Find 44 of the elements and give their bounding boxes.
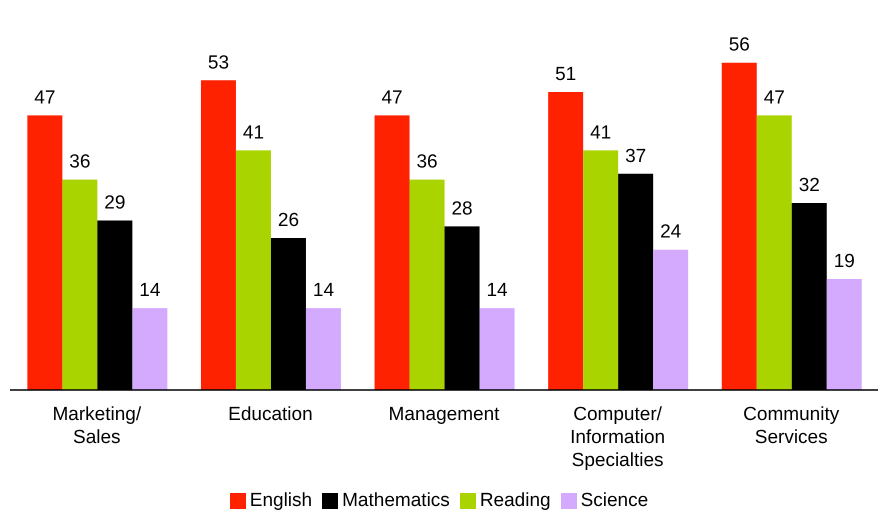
- legend-label: Reading: [480, 490, 551, 511]
- data-label: 47: [764, 87, 785, 108]
- data-label: 26: [278, 210, 300, 232]
- x-tick-label: Management: [388, 404, 500, 425]
- x-tick-label: Community Services: [743, 404, 840, 448]
- data-label: 41: [242, 122, 264, 144]
- data-label: 14: [139, 280, 161, 302]
- bar: [132, 308, 168, 390]
- legend-label: Science: [580, 490, 648, 511]
- x-tick-label: Marketing/Sales: [52, 404, 142, 448]
- bar: [306, 308, 341, 390]
- bar: [653, 250, 688, 390]
- bar: [62, 180, 98, 390]
- data-label: 51: [555, 64, 576, 85]
- data-label: 47: [381, 87, 403, 108]
- bar: [583, 150, 618, 390]
- bar: [756, 115, 792, 390]
- data-label: 53: [208, 52, 230, 74]
- data-label: 36: [69, 152, 90, 173]
- x-tick-label: Computer/Information Specialties: [570, 404, 666, 471]
- bar: [480, 308, 515, 390]
- bar: [200, 80, 236, 390]
- bar: [410, 180, 445, 390]
- bar: [548, 92, 584, 390]
- bar: [236, 150, 271, 390]
- data-label: 14: [486, 280, 508, 302]
- data-label: 24: [660, 222, 682, 243]
- bar: [826, 278, 862, 390]
- bar: [374, 115, 410, 390]
- data-label: 14: [312, 280, 334, 302]
- data-label: 19: [834, 250, 855, 272]
- data-label: 47: [34, 87, 56, 108]
- legend-label: English: [250, 490, 312, 511]
- bar: [27, 115, 62, 390]
- data-label: 32: [798, 174, 820, 196]
- data-label: 29: [104, 192, 126, 214]
- data-label: 28: [451, 198, 473, 220]
- legend-label: Mathematics: [342, 490, 450, 511]
- data-label: 41: [590, 122, 612, 144]
- bar: [722, 62, 757, 390]
- data-label: 36: [416, 152, 438, 173]
- data-label: 37: [625, 146, 646, 167]
- x-tick-label: Education: [228, 404, 313, 425]
- data-label: 56: [728, 34, 750, 56]
